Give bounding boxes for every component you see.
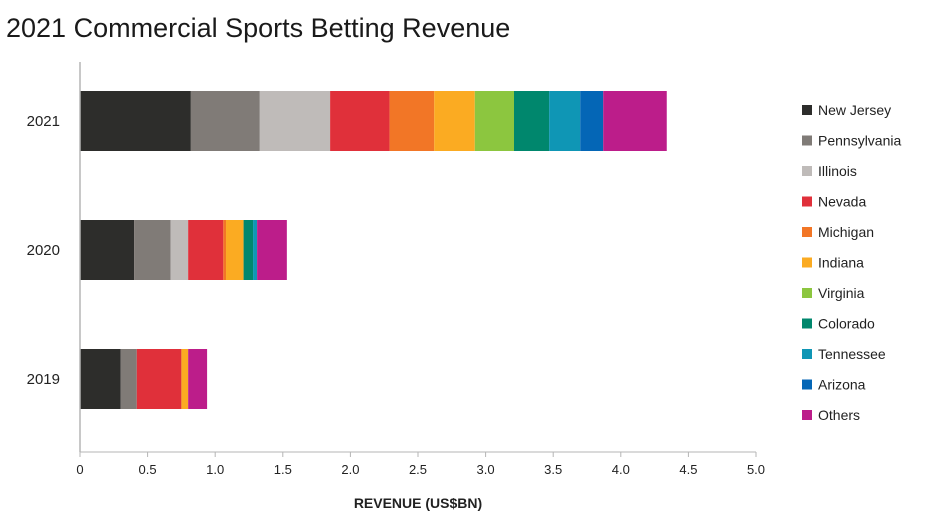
bar-2019-others [188, 349, 208, 409]
legend-label-others: Others [818, 407, 860, 423]
x-tick-label: 4.0 [612, 462, 630, 477]
x-tick-label: 1.5 [274, 462, 292, 477]
legend-label-new-jersey: New Jersey [818, 102, 891, 118]
bar-2020-michigan [223, 220, 227, 280]
bar-2020-pennsylvania [134, 220, 171, 280]
chart-title: 2021 Commercial Sports Betting Revenue [6, 13, 510, 43]
bar-2020-indiana [226, 220, 244, 280]
legend-label-indiana: Indiana [818, 255, 864, 271]
legend-swatch-tennessee [802, 349, 812, 359]
bar-2019-new-jersey [80, 349, 121, 409]
y-tick-label-2021: 2021 [27, 113, 60, 130]
bar-2020-nevada [188, 220, 224, 280]
bar-2020-colorado [243, 220, 254, 280]
x-tick-label: 2.5 [409, 462, 427, 477]
legend-label-virginia: Virginia [818, 285, 865, 301]
x-tick-label: 1.0 [206, 462, 224, 477]
legend-swatch-michigan [802, 227, 812, 237]
legend-swatch-arizona [802, 379, 812, 390]
legend-swatch-indiana [802, 257, 812, 268]
x-tick-label: 3.0 [477, 462, 495, 477]
bars-group [80, 91, 667, 409]
bar-2021-arizona [580, 91, 604, 151]
bar-2020-tennessee [253, 220, 258, 280]
x-tick-label: 4.5 [679, 462, 697, 477]
bar-2020-new-jersey [80, 220, 135, 280]
x-tick-label: 5.0 [747, 462, 765, 477]
legend-swatch-illinois [802, 166, 812, 176]
legend-label-tennessee: Tennessee [818, 346, 886, 362]
bar-2021-illinois [259, 91, 331, 151]
legend-label-illinois: Illinois [818, 163, 857, 179]
y-tick-label-2020: 2020 [27, 242, 60, 259]
legend-swatch-new-jersey [802, 105, 812, 115]
bar-2021-others [603, 91, 667, 151]
legend-label-pennsylvania: Pennsylvania [818, 133, 901, 149]
legend-label-michigan: Michigan [818, 224, 874, 240]
legend-swatch-pennsylvania [802, 135, 812, 146]
legend-swatch-colorado [802, 318, 812, 329]
x-axis-title: REVENUE (US$BN) [354, 495, 482, 511]
bar-2021-colorado [513, 91, 550, 151]
y-tick-label-2019: 2019 [27, 371, 60, 388]
bar-2021-michigan [389, 91, 435, 151]
legend: New Jersey Pennsylvania Illinois Nevada Mich… [802, 102, 901, 423]
legend-label-nevada: Nevada [818, 194, 866, 210]
legend-swatch-nevada [802, 196, 812, 207]
legend-swatch-virginia [802, 288, 812, 298]
bar-2020-illinois [170, 220, 189, 280]
legend-swatch-others [802, 410, 812, 420]
x-tick-label: 0.5 [139, 462, 157, 477]
x-tick-label: 0 [76, 462, 83, 477]
bar-2021-indiana [434, 91, 475, 151]
legend-label-arizona: Arizona [818, 377, 866, 393]
bar-2021-virginia [474, 91, 514, 151]
legend-label-colorado: Colorado [818, 316, 875, 332]
bar-2021-tennessee [549, 91, 581, 151]
bar-2020-others [257, 220, 287, 280]
bar-2021-nevada [330, 91, 390, 151]
x-tick-label: 2.0 [341, 462, 359, 477]
bar-2019-pennsylvania [120, 349, 137, 409]
bar-2021-pennsylvania [190, 91, 260, 151]
bar-2021-new-jersey [80, 91, 191, 151]
bar-2019-indiana [181, 349, 189, 409]
axes-group: 2021 2020 2019 0 0.5 1.0 1.5 2.0 2.5 3.0 3.5 4.0 4.5… [27, 62, 765, 477]
x-tick-label: 3.5 [544, 462, 562, 477]
bar-2019-nevada [136, 349, 182, 409]
